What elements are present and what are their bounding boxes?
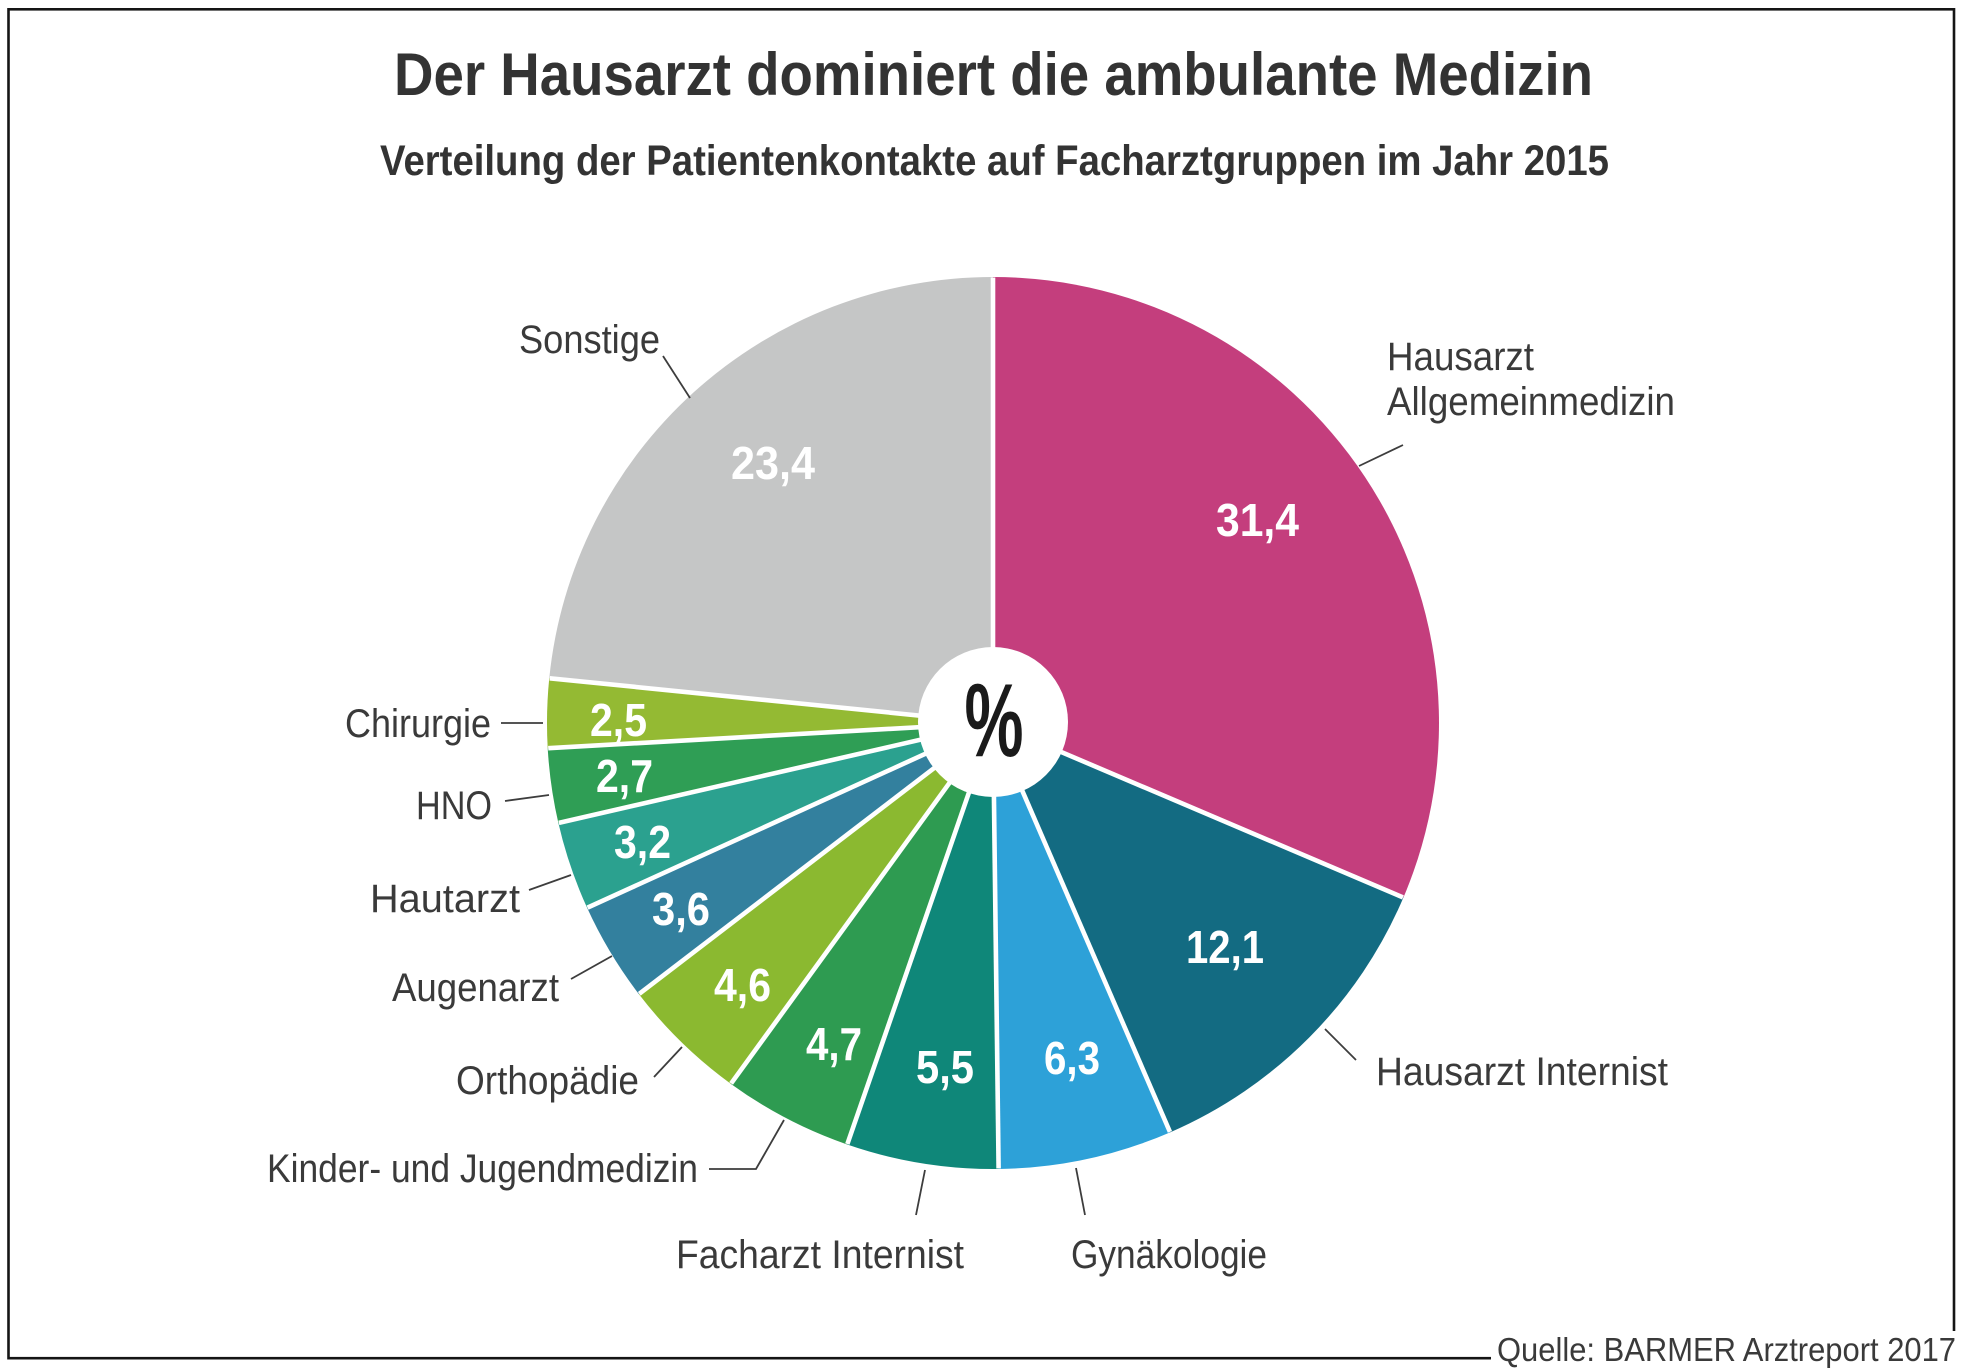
svg-text:Chirurgie: Chirurgie bbox=[345, 702, 491, 746]
svg-text:Verteilung der Patientenkontak: Verteilung der Patientenkontakte auf Fac… bbox=[380, 137, 1609, 185]
svg-text:23,4: 23,4 bbox=[731, 437, 815, 489]
svg-text:Hausarzt Internist: Hausarzt Internist bbox=[1376, 1050, 1668, 1094]
svg-text:Facharzt Internist: Facharzt Internist bbox=[676, 1233, 964, 1277]
svg-text:Quelle: BARMER Arztreport 2017: Quelle: BARMER Arztreport 2017 bbox=[1497, 1331, 1956, 1368]
svg-text:Orthopädie: Orthopädie bbox=[456, 1059, 639, 1103]
svg-text:Gynäkologie: Gynäkologie bbox=[1071, 1233, 1267, 1277]
svg-text:6,3: 6,3 bbox=[1044, 1032, 1100, 1084]
svg-text:Augenarzt: Augenarzt bbox=[392, 966, 559, 1010]
svg-text:2,5: 2,5 bbox=[590, 694, 647, 746]
svg-text:4,6: 4,6 bbox=[714, 959, 771, 1011]
svg-text:5,5: 5,5 bbox=[916, 1041, 974, 1093]
svg-text:%: % bbox=[965, 663, 1024, 779]
svg-text:Sonstige: Sonstige bbox=[519, 318, 660, 362]
svg-text:3,2: 3,2 bbox=[614, 816, 671, 868]
svg-text:3,6: 3,6 bbox=[652, 883, 710, 935]
svg-text:HNO: HNO bbox=[416, 784, 492, 828]
svg-text:Hausarzt: Hausarzt bbox=[1387, 335, 1534, 379]
svg-text:4,7: 4,7 bbox=[806, 1018, 862, 1070]
svg-text:Kinder- und Jugendmedizin: Kinder- und Jugendmedizin bbox=[267, 1147, 698, 1191]
svg-text:12,1: 12,1 bbox=[1186, 921, 1264, 973]
svg-text:Hautarzt: Hautarzt bbox=[370, 877, 520, 921]
svg-text:31,4: 31,4 bbox=[1216, 494, 1299, 546]
svg-text:Allgemeinmedizin: Allgemeinmedizin bbox=[1387, 380, 1675, 424]
svg-text:Der Hausarzt dominiert die amb: Der Hausarzt dominiert die ambulante Med… bbox=[394, 41, 1593, 108]
svg-text:2,7: 2,7 bbox=[596, 750, 653, 802]
